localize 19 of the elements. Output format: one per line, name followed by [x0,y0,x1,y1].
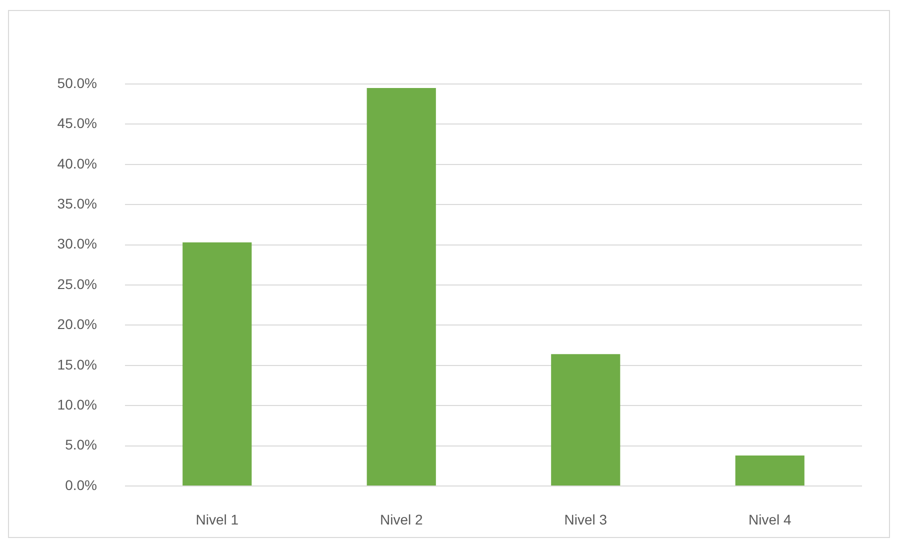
y-tick-label: 15.0% [57,356,97,372]
bar [735,455,804,486]
y-tick-label: 45.0% [57,115,97,132]
x-tick-label: Nivel 3 [564,511,608,528]
x-tick-label: Nivel 1 [196,511,239,528]
bar [551,354,620,486]
x-tick-label: Nivel 4 [748,511,792,528]
y-tick-label: 25.0% [57,276,97,292]
y-tick-label: 5.0% [65,436,97,453]
y-tick-label: 10.0% [57,396,97,412]
y-tick-label: 50.0% [57,74,97,91]
y-tick-label: 30.0% [57,236,97,252]
y-tick-label: 40.0% [57,155,97,172]
bar [366,88,436,486]
bar [182,242,252,486]
x-tick-label: Nivel 2 [380,511,423,528]
y-tick-label: 20.0% [57,316,97,332]
y-tick-label: 0.0% [65,476,97,493]
y-tick-label: 35.0% [57,195,97,212]
